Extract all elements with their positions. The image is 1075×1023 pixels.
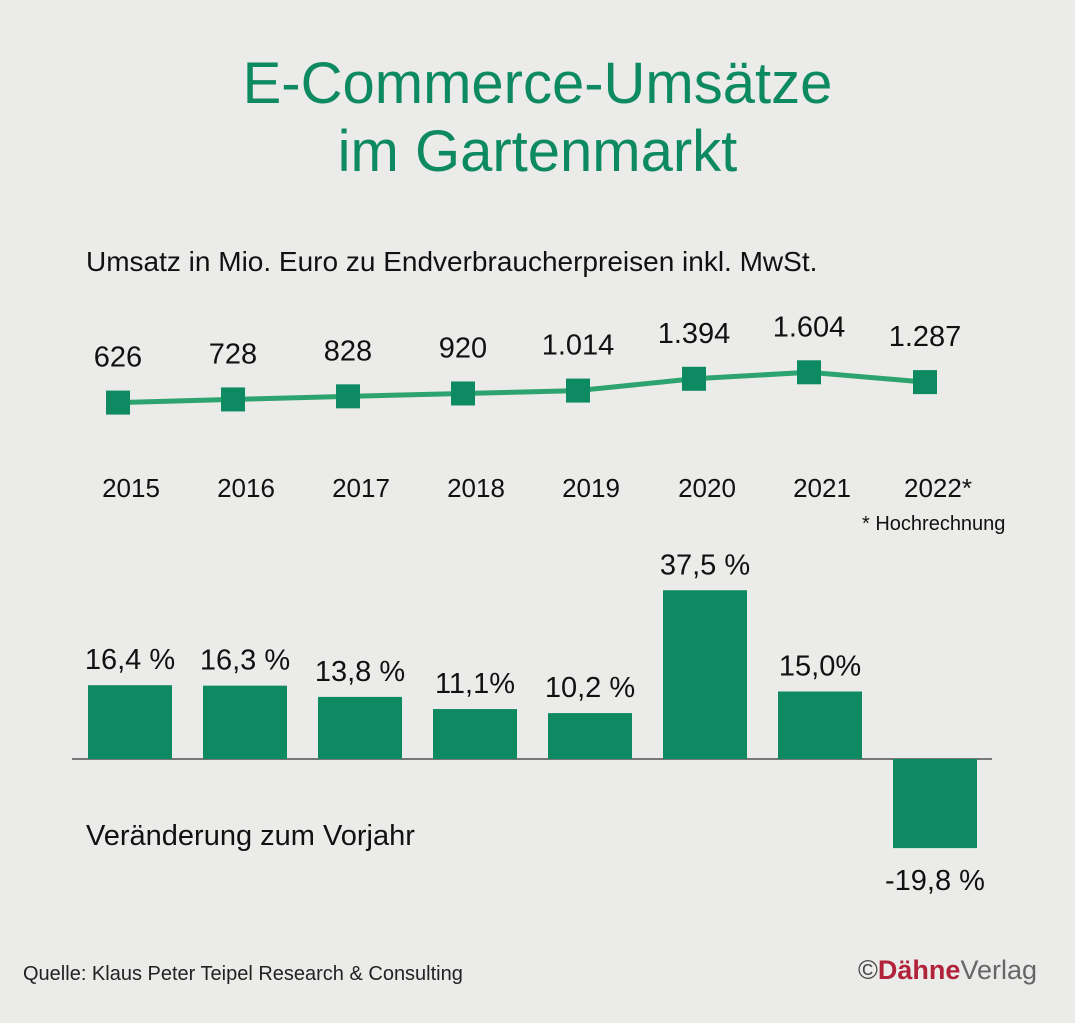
line-marker-4: [566, 378, 590, 403]
line-value-label-2: 828: [324, 335, 372, 367]
title-line-1: E-Commerce-Umsätze: [242, 51, 833, 116]
bar-value-label-2: 13,8 %: [315, 656, 405, 688]
line-value-label-7: 1.287: [889, 321, 962, 353]
year-label-0: 2015: [102, 473, 160, 503]
change-bar-7: [893, 759, 977, 849]
bar-value-label-0: 16,4 %: [85, 644, 175, 676]
chart-title: E-Commerce-Umsätze im Gartenmarkt: [0, 50, 1075, 186]
bar-value-label-4: 10,2 %: [545, 672, 635, 704]
line-marker-0: [106, 390, 130, 415]
year-label-6: 2021: [793, 473, 851, 503]
publisher-logo: ©DähneVerlag: [858, 955, 1037, 986]
change-bar-1: [203, 685, 287, 759]
change-bar-3: [433, 709, 517, 759]
bar-value-label-3: 11,1%: [435, 668, 515, 700]
line-value-label-6: 1.604: [773, 311, 846, 343]
line-marker-6: [797, 360, 821, 385]
line-value-label-3: 920: [439, 332, 487, 364]
line-chart-subtitle: Umsatz in Mio. Euro zu Endverbraucherpre…: [86, 246, 818, 277]
publisher-verlag: Verlag: [960, 955, 1037, 985]
publisher-brand: Dähne: [877, 955, 961, 985]
year-label-2: 2017: [332, 473, 390, 503]
year-label-7: 2022*: [904, 473, 972, 503]
line-marker-1: [221, 387, 245, 412]
line-marker-3: [451, 381, 475, 406]
bar-chart-label: Veränderung zum Vorjahr: [86, 820, 415, 852]
line-value-label-1: 728: [209, 338, 257, 370]
change-bar-5: [663, 590, 747, 759]
line-value-label-4: 1.014: [542, 330, 615, 362]
year-label-4: 2019: [562, 473, 620, 503]
title-line-2: im Gartenmarkt: [337, 119, 738, 184]
line-marker-5: [682, 366, 706, 391]
revenue-line: [117, 369, 926, 406]
bar-value-label-6: 15,0%: [779, 651, 861, 683]
change-bar-6: [778, 691, 862, 759]
change-bar-2: [318, 696, 402, 759]
bar-value-label-7: -19,8 %: [885, 865, 985, 897]
source-note: Quelle: Klaus Peter Teipel Research & Co…: [23, 963, 463, 985]
year-label-1: 2016: [217, 473, 275, 503]
year-label-3: 2018: [447, 473, 505, 503]
year-label-5: 2020: [678, 473, 736, 503]
bar-value-label-5: 37,5 %: [660, 549, 750, 581]
change-bar-4: [548, 713, 632, 759]
line-value-label-0: 626: [94, 342, 142, 374]
bar-value-label-1: 16,3 %: [200, 645, 290, 677]
line-marker-7: [913, 370, 937, 395]
change-bar-0: [88, 685, 172, 759]
copyright-symbol: ©: [858, 955, 878, 985]
line-marker-2: [336, 384, 360, 409]
line-value-label-5: 1.394: [658, 318, 731, 350]
footnote: * Hochrechnung: [862, 513, 1006, 535]
